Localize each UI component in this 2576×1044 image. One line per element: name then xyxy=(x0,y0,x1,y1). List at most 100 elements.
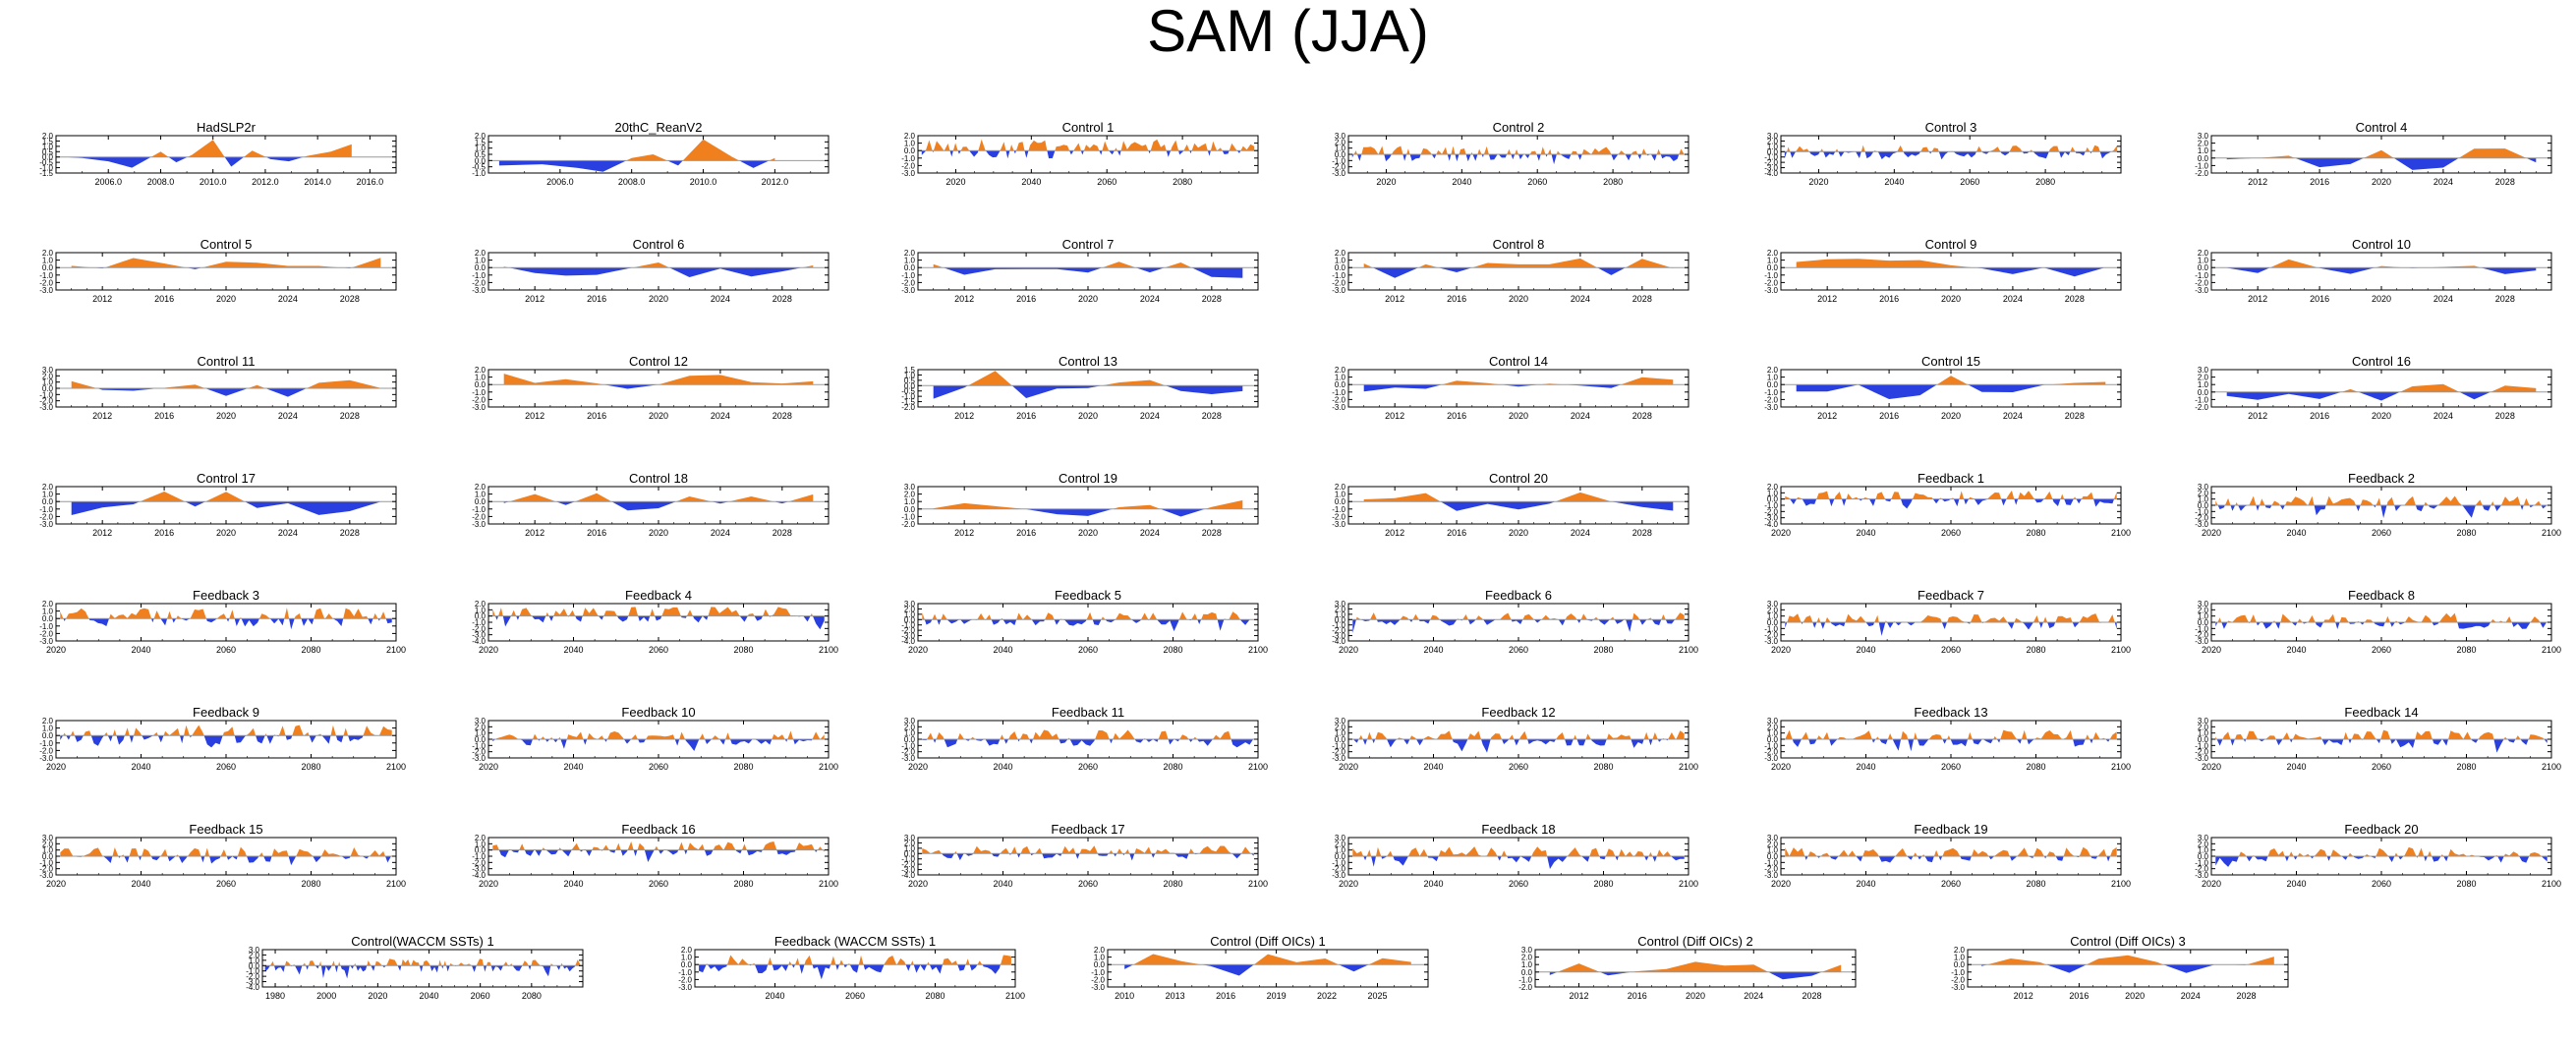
y-tick-label: 0.0 xyxy=(475,156,487,165)
positive-area xyxy=(63,725,392,736)
chart-panel: Control 18 2.01.00.0-1.0-2.0-3.0 2012 2016 2… xyxy=(472,471,830,538)
y-tick-label: -2.0 xyxy=(678,975,692,984)
positive-area xyxy=(1353,145,1685,154)
x-tick-label: 2012 xyxy=(2248,411,2267,421)
x-tick-label: 2020 xyxy=(908,645,928,655)
y-tick-label: 1.0 xyxy=(1335,491,1346,499)
x-tick-label: 2016 xyxy=(154,294,174,304)
y-tick-label: -2.0 xyxy=(2195,169,2208,178)
y-tick-label: 0.0 xyxy=(2198,501,2209,510)
chart-title: Feedback 18 xyxy=(1481,822,1555,837)
x-tick-label: 2100 xyxy=(2111,645,2131,655)
x-tick-label: 2020 xyxy=(46,762,66,772)
y-tick-label: 1.0 xyxy=(42,143,54,151)
positive-area xyxy=(71,379,381,388)
chart-panel: Control 14 2.01.00.0-1.0-2.0-3.0 2012 2016 2… xyxy=(1332,354,1689,421)
x-tick-label: 2024 xyxy=(278,411,298,421)
y-tick-label: 1.0 xyxy=(904,844,916,853)
x-tick-label: 2100 xyxy=(386,879,406,889)
x-tick-label: 2024 xyxy=(1571,411,1590,421)
negative-area xyxy=(503,501,789,511)
positive-area xyxy=(1133,954,1411,965)
y-tick-label: -1.0 xyxy=(1764,388,1778,397)
x-tick-label: 2060 xyxy=(1509,645,1528,655)
y-tick-label: -2.0 xyxy=(39,278,53,287)
plot-frame xyxy=(917,603,1259,642)
x-tick-label: 2012.0 xyxy=(762,177,789,187)
x-tick-label: 2060 xyxy=(1960,177,1979,187)
x-tick-label: 2020 xyxy=(2202,762,2221,772)
plot-frame xyxy=(917,135,1259,174)
y-tick-label: 3.0 xyxy=(2198,132,2209,141)
y-tick-label: -1.0 xyxy=(2195,395,2208,404)
y-tick-label: -3.0 xyxy=(39,286,53,295)
y-tick-label: 0.0 xyxy=(2198,154,2209,163)
x-tick-label: 2080 xyxy=(1593,645,1613,655)
y-tick-label: 1.0 xyxy=(1767,489,1779,497)
x-tick-label: 2040 xyxy=(1452,177,1471,187)
chart-panel: Control (Diff OICs) 3 2.01.00.0-1.0-2.0-3… xyxy=(1951,934,2289,1001)
y-tick-label: -2.0 xyxy=(1332,163,1345,172)
chart-title: Control (Diff OICs) 2 xyxy=(1637,934,1753,949)
x-tick-label: 2028 xyxy=(2236,991,2256,1001)
y-tick-label: 0.0 xyxy=(1767,495,1779,504)
y-tick-label: 2.0 xyxy=(42,717,54,725)
x-tick-label: 2028 xyxy=(2495,411,2515,421)
y-tick-label: -1.0 xyxy=(39,858,53,867)
y-tick-label: -1.0 xyxy=(39,271,53,280)
y-tick-label: -3.0 xyxy=(2195,871,2208,880)
y-tick-label: 0.0 xyxy=(681,960,693,969)
x-tick-label: 2040 xyxy=(1423,645,1443,655)
chart-panel: Control 2 3.02.01.00.0-1.0-2.0-3.0 2020 204… xyxy=(1332,120,1689,187)
chart-title: Control 5 xyxy=(200,237,253,252)
y-tick-label: 1.0 xyxy=(475,257,487,265)
x-tick-label: 2020 xyxy=(46,645,66,655)
x-tick-label: 2012 xyxy=(1569,991,1588,1001)
chart-panel: Control 20 2.01.00.0-1.0-2.0-3.0 2012 2016 2… xyxy=(1332,471,1689,538)
positive-area xyxy=(2256,148,2527,158)
x-tick-label: 2028 xyxy=(2065,294,2085,304)
x-tick-label: 2020 xyxy=(1771,879,1791,889)
y-tick-label: -3.0 xyxy=(1332,871,1345,880)
y-tick-label: -2.0 xyxy=(1332,512,1345,521)
y-tick-label: 2.0 xyxy=(475,483,487,492)
y-tick-label: -1.0 xyxy=(2195,271,2208,280)
x-tick-label: 2028 xyxy=(340,528,360,538)
y-tick-label: -1.0 xyxy=(472,271,486,280)
x-tick-label: 2060 xyxy=(1941,645,1961,655)
chart-title: Feedback 16 xyxy=(621,822,695,837)
y-tick-label: -2.0 xyxy=(1518,983,1532,992)
y-tick-label: -4.0 xyxy=(472,871,486,880)
y-tick-label: -1.0 xyxy=(2195,858,2208,867)
y-tick-label: -3.0 xyxy=(2195,754,2208,763)
y-tick-label: -2.0 xyxy=(472,858,486,867)
x-tick-label: 1980 xyxy=(265,991,285,1001)
x-tick-label: 2100 xyxy=(2111,528,2131,538)
x-tick-label: 2040 xyxy=(1856,762,1875,772)
x-tick-label: 2024 xyxy=(1571,294,1590,304)
y-tick-label: -3.0 xyxy=(1332,286,1345,295)
y-tick-label: -2.0 xyxy=(1764,631,1778,640)
y-tick-label: -1.0 xyxy=(1332,505,1345,514)
positive-area xyxy=(2341,383,2537,392)
x-tick-label: 2100 xyxy=(1679,762,1698,772)
x-tick-label: 2020 xyxy=(2202,528,2221,538)
x-tick-label: 2024 xyxy=(1140,411,1160,421)
y-tick-label: 0.0 xyxy=(904,735,916,744)
y-tick-label: 2.0 xyxy=(1767,483,1779,492)
x-tick-label: 2020 xyxy=(1078,528,1098,538)
y-tick-label: 2.0 xyxy=(475,132,487,141)
x-tick-label: 2028 xyxy=(773,294,792,304)
x-tick-label: 2012 xyxy=(525,294,544,304)
y-tick-label: 3.0 xyxy=(904,717,916,725)
y-tick-label: -1.0 xyxy=(901,512,915,521)
x-tick-label: 2080 xyxy=(2456,879,2476,889)
y-tick-label: 0.0 xyxy=(1767,852,1779,861)
y-tick-label: 1.0 xyxy=(2198,380,2209,389)
y-tick-label: 1.0 xyxy=(42,608,54,616)
x-tick-label: 2100 xyxy=(2542,879,2561,889)
y-tick-label: -2.0 xyxy=(901,161,915,170)
